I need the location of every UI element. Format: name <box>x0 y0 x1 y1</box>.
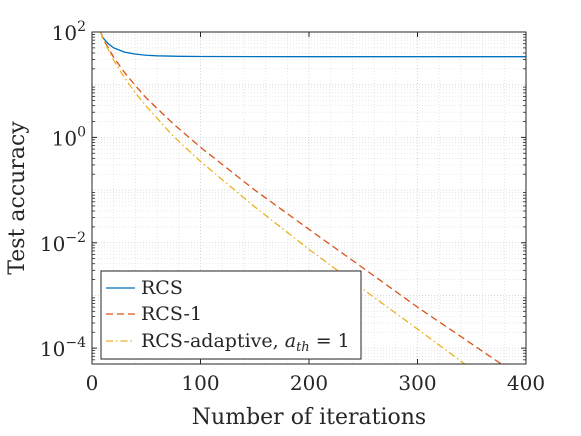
y-tick-label: 10−4 <box>40 335 86 361</box>
legend: RCS RCS-1 RCS-adaptive, ath = 1 <box>100 270 362 360</box>
y-axis-label: Test accuracy <box>5 121 30 275</box>
x-tick-label: 200 <box>290 371 328 395</box>
legend-label-rcs-adaptive: RCS-adaptive, ath = 1 <box>141 330 350 355</box>
x-tick-label: 0 <box>86 371 99 395</box>
series-line-rcs <box>100 32 526 58</box>
legend-box <box>100 270 362 360</box>
axis-ticks: 0 100 200 300 400 102 100 10−2 10−4 <box>40 19 545 395</box>
legend-label-rcs: RCS <box>141 277 183 299</box>
series-layer <box>100 32 526 364</box>
x-tick-label: 300 <box>398 371 436 395</box>
series-line-rcs-adaptive <box>100 32 466 364</box>
x-axis-label: Number of iterations <box>192 405 426 430</box>
y-tick-label: 102 <box>52 19 86 45</box>
x-tick-label: 400 <box>507 371 545 395</box>
legend-label-rcs-1: RCS-1 <box>141 303 202 325</box>
series-line-rcs-1 <box>100 32 503 364</box>
y-tick-label: 100 <box>52 124 86 150</box>
x-tick-label: 100 <box>181 371 219 395</box>
y-tick-label: 10−2 <box>40 230 86 256</box>
